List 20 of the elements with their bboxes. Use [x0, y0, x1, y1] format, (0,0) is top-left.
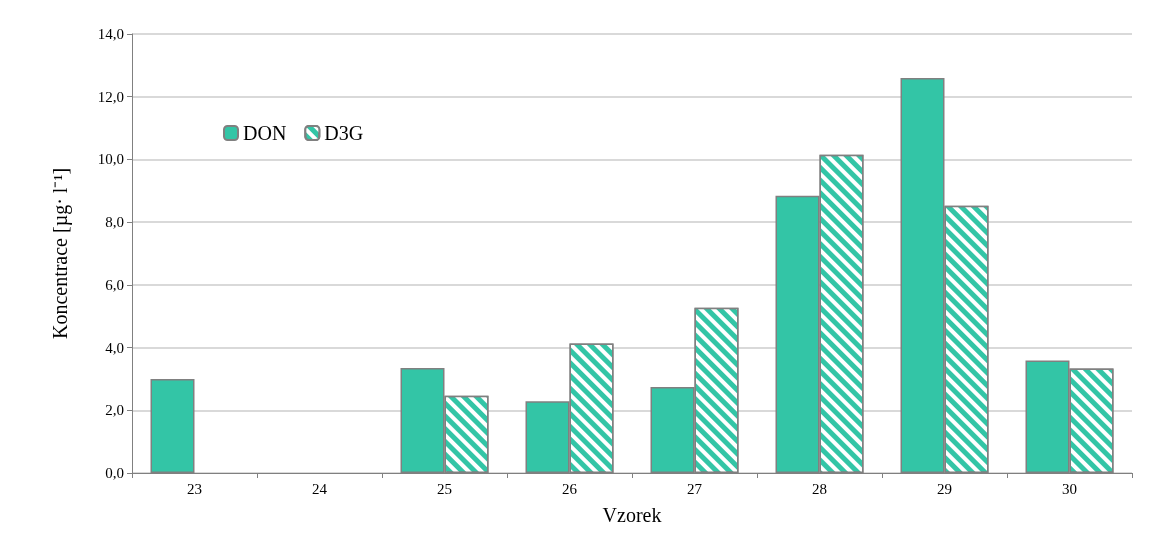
- y-tick-label: 12,0: [97, 88, 124, 105]
- y-tick-label: 4,0: [105, 339, 124, 356]
- x-tick-label: 24: [312, 480, 328, 497]
- y-tick-label: 10,0: [97, 151, 124, 168]
- y-tick-label: 6,0: [105, 276, 124, 293]
- legend-label: D3G: [324, 122, 364, 144]
- x-tick-label: 27: [687, 480, 703, 497]
- x-tick-label: 26: [562, 480, 578, 497]
- x-tick-label: 28: [812, 480, 827, 497]
- y-tick-label: 0,0: [105, 465, 124, 481]
- x-tick-label: 30: [1062, 480, 1077, 497]
- y-tick-label: 2,0: [105, 402, 124, 419]
- x-tick-label: 23: [187, 480, 202, 497]
- x-tick-label: 25: [437, 480, 452, 497]
- y-tick-label: 14,0: [97, 26, 124, 42]
- y-axis-title: Koncentrace [µg· l⁻¹]: [49, 167, 72, 340]
- y-tick-label: 8,0: [105, 214, 124, 231]
- x-axis-title: Vzorek: [602, 504, 662, 526]
- x-tick-label: 29: [937, 480, 952, 497]
- legend-label: DON: [243, 122, 287, 144]
